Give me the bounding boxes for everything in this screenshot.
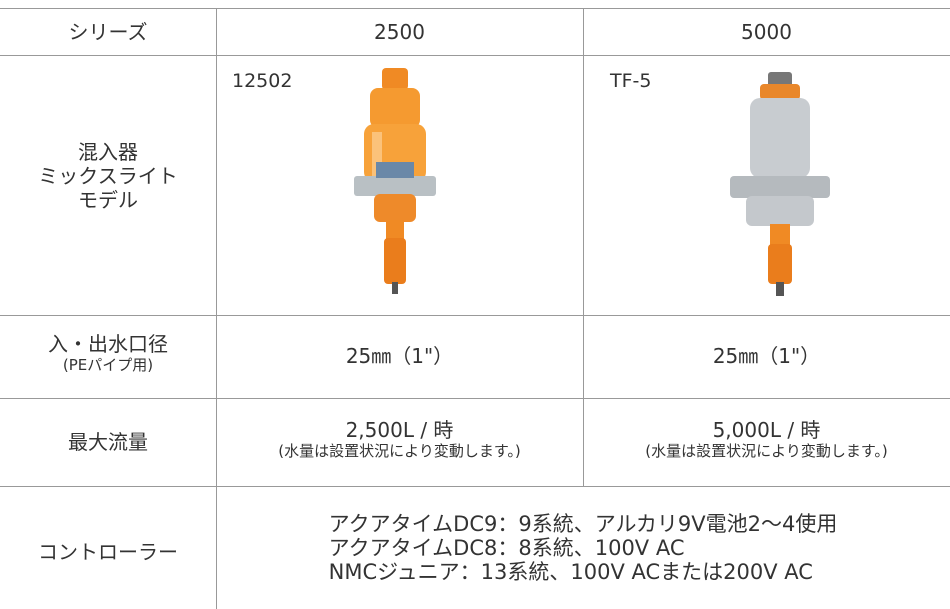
- header-cell: シリーズ: [68, 20, 148, 44]
- rule: [0, 55, 950, 56]
- label-line: 入・出水口径: [48, 332, 168, 356]
- cell-line: アクアタイムDC8：8系統、100V AC: [328, 536, 685, 560]
- cell: 25㎜（1"）: [345, 344, 454, 368]
- row-label: コントローラー: [38, 540, 178, 564]
- header-cell: 5000: [741, 20, 792, 44]
- cell-line: 5,000L / 時: [712, 418, 821, 442]
- label-line: モデル: [78, 188, 138, 212]
- rule: [0, 315, 950, 316]
- row-label: 入・出水口径 (PEパイプ用): [0, 332, 216, 374]
- label-line: (PEパイプ用): [62, 356, 154, 374]
- cell: 5,000L / 時 (水量は設置状況により変動します。): [583, 418, 950, 460]
- header-cell: 2500: [374, 20, 425, 44]
- model-number: 12502: [232, 70, 293, 92]
- rule: [0, 486, 950, 487]
- cell: 25㎜（1"）: [712, 344, 821, 368]
- model-number: TF-5: [610, 70, 652, 92]
- row-label: 混入器 ミックスライト モデル: [0, 140, 216, 212]
- cell: アクアタイムDC9：9系統、アルカリ9V電池2～4使用 アクアタイムDC8：8系…: [216, 512, 950, 584]
- rule: [0, 398, 950, 399]
- cell-line: アクアタイムDC9：9系統、アルカリ9V電池2～4使用: [328, 512, 838, 536]
- product-image: [730, 72, 830, 296]
- rule: [583, 8, 584, 486]
- rule: [0, 8, 950, 9]
- label-line: 混入器: [78, 140, 138, 164]
- cell-note: (水量は設置状況により変動します。): [645, 442, 888, 460]
- product-image: [354, 68, 436, 294]
- cell-note: (水量は設置状況により変動します。): [278, 442, 521, 460]
- cell-line: 2,500L / 時: [345, 418, 454, 442]
- rule: [216, 8, 217, 609]
- cell: 2,500L / 時 (水量は設置状況により変動します。): [216, 418, 583, 460]
- cell-line: NMCジュニア：13系統、100V ACまたは200V AC: [328, 560, 813, 584]
- row-label: 最大流量: [68, 430, 148, 454]
- label-line: ミックスライト: [38, 164, 178, 188]
